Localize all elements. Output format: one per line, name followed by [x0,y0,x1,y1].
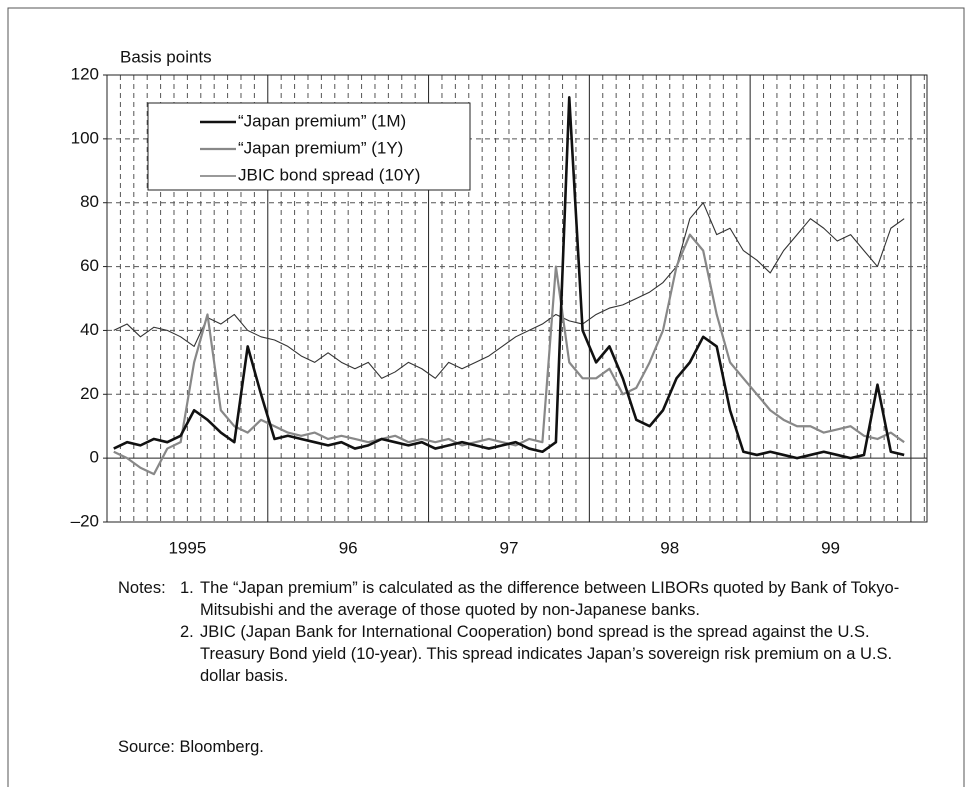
y-tick-label: 0 [90,448,99,467]
frame [7,7,965,787]
x-tick-label: 98 [660,538,679,557]
line-series [113,96,905,460]
line-series [113,202,905,379]
y-tick-label: 80 [80,192,99,211]
legend-label: “Japan premium” (1M) [238,111,406,130]
note-text: The “Japan premium” is calculated as the… [200,579,900,619]
y-tick-label: 60 [80,256,99,275]
x-tick-label: 97 [499,538,518,557]
x-tick-label: 1995 [168,538,206,557]
y-tick-label: –20 [71,511,99,530]
y-tick-label: 20 [80,384,99,403]
legend-label: “Japan premium” (1Y) [238,138,403,157]
y-tick-label: 120 [71,64,99,83]
x-tick-label: 99 [821,538,840,557]
y-axis-label: Basis points [120,47,212,66]
note-number: 2. [180,623,194,641]
legend-label: JBIC bond spread (10Y) [238,165,420,184]
plot-frame [106,74,928,523]
y-tick-label: 40 [80,320,99,339]
x-tick-label: 96 [339,538,358,557]
notes: Notes: 1. The “Japan premium” is calcula… [118,577,928,687]
y-tick-label: 100 [71,128,99,147]
note-text: JBIC (Japan Bank for International Coope… [200,623,893,685]
notes-label: Notes: [118,579,166,597]
note-number: 1. [180,579,194,597]
source: Source: Bloomberg. [118,738,264,756]
